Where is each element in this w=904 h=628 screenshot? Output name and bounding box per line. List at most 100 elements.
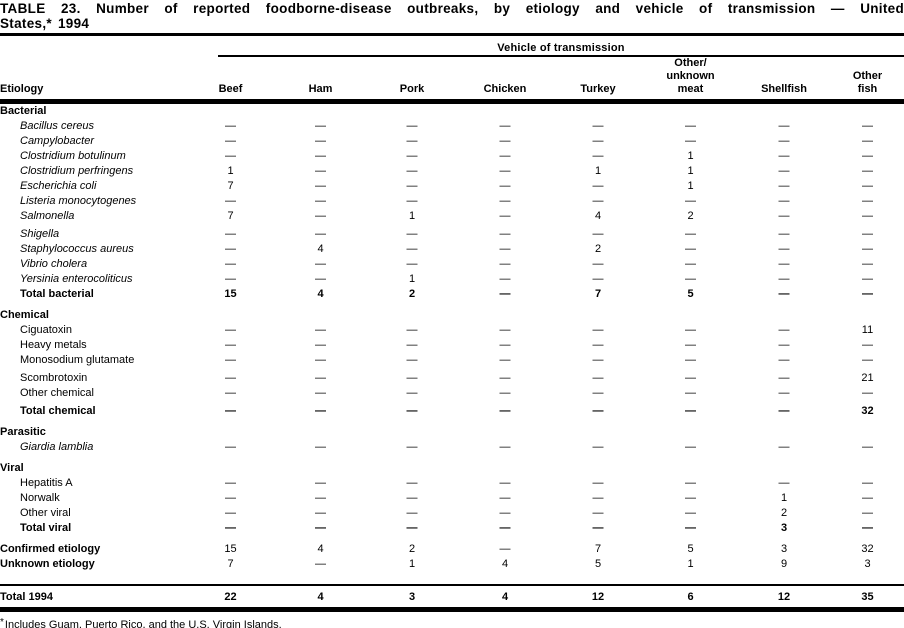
cell: — — [685, 243, 696, 255]
spanner-heading: Vehicle of transmission — [218, 42, 904, 57]
cell: — — [315, 150, 326, 162]
cell: — — [315, 180, 326, 192]
cell: — — [592, 477, 604, 489]
cell: — — [499, 243, 511, 255]
cell: — — [499, 522, 511, 534]
cell: — — [225, 441, 236, 453]
cell: 7 — [227, 210, 234, 222]
cell: — — [406, 354, 418, 366]
cell: — — [499, 372, 511, 384]
cell: — — [225, 273, 236, 285]
cell: — — [406, 405, 418, 417]
cell: — — [499, 324, 511, 336]
table-row: Ciguatoxin — — — — — — — 11 — [0, 323, 904, 338]
cell: — — [406, 165, 418, 177]
table-row: Escherichia coli 7 — — — — 1 — — — [0, 179, 904, 194]
cell: — — [406, 324, 418, 336]
cell: — — [225, 492, 236, 504]
cell: — — [592, 372, 604, 384]
cell: — — [406, 228, 418, 240]
cell: 1 — [687, 150, 694, 162]
spacer-row — [0, 572, 904, 585]
cell: — — [499, 150, 511, 162]
row-label: Clostridium perfringens — [20, 165, 134, 177]
cell: — — [315, 120, 326, 132]
cell: — — [315, 258, 326, 270]
row-label: Bacillus cereus — [20, 120, 94, 132]
table-body: Bacterial Bacillus cereus — — — — — — — — Campylob… — [0, 102, 904, 610]
cell: — — [862, 492, 873, 504]
row-label: Escherichia coli — [20, 180, 97, 192]
cell: — — [685, 354, 696, 366]
table-row: Vibrio cholera — — — — — — — — — [0, 257, 904, 272]
cell: — — [406, 387, 418, 399]
cell: — — [225, 387, 236, 399]
cell: 35 — [861, 591, 874, 603]
cell: — — [778, 150, 790, 162]
cell: 1 — [687, 165, 694, 177]
cell: — — [499, 288, 511, 300]
table-row: Unknown etiology 7 — 1 4 5 1 9 3 — [0, 557, 904, 572]
cell: 32 — [861, 543, 874, 555]
cell: 15 — [224, 288, 237, 300]
row-label: Campylobacter — [20, 135, 94, 147]
section-label: Parasitic — [0, 426, 46, 438]
cell: — — [406, 522, 418, 534]
cell: 1 — [227, 165, 234, 177]
row-label: Other chemical — [20, 387, 94, 399]
cell: — — [862, 165, 873, 177]
cell: — — [315, 339, 326, 351]
cell: — — [778, 180, 790, 192]
table-title-line1: TABLE 23. Number of reported foodborne-d… — [0, 1, 904, 16]
cell: 1 — [687, 558, 694, 570]
cell: 7 — [594, 543, 602, 555]
table-row: Listeria monocytogenes — — — — — — — — — [0, 194, 904, 209]
cell: — — [685, 228, 696, 240]
cell: — — [406, 120, 418, 132]
cell: 1 — [408, 558, 416, 570]
cell: — — [862, 273, 873, 285]
cell: 9 — [780, 558, 788, 570]
cell: — — [778, 441, 790, 453]
row-label: Hepatitis A — [20, 477, 73, 489]
cell: — — [592, 339, 604, 351]
cell: — — [225, 405, 236, 417]
cell: — — [778, 339, 790, 351]
row-label: Other viral — [20, 507, 71, 519]
row-label: Staphylococcus aureus — [20, 243, 134, 255]
column-header-row: Etiology Beef Ham Pork Chicken Turkey Other/u… — [0, 57, 904, 102]
cell: — — [592, 135, 604, 147]
cell: — — [315, 492, 326, 504]
cell: — — [225, 150, 236, 162]
cell: — — [315, 135, 326, 147]
cell: 1 — [408, 273, 416, 285]
cell: 4 — [317, 243, 324, 255]
row-label: Unknown etiology — [0, 558, 95, 570]
cell: 12 — [591, 591, 605, 603]
table-row: Giardia lamblia — — — — — — — — — [0, 440, 904, 455]
section-label: Bacterial — [0, 105, 47, 117]
table-row: Total viral — — — — — — 3 — — [0, 521, 904, 536]
cell: — — [592, 195, 604, 207]
table-row: Bacillus cereus — — — — — — — — — [0, 119, 904, 134]
cell: — — [499, 273, 511, 285]
cell: — — [225, 135, 236, 147]
cell: — — [499, 354, 511, 366]
cell: — — [685, 324, 696, 336]
cell: — — [592, 405, 604, 417]
cell: — — [592, 492, 604, 504]
cell: 5 — [687, 543, 694, 555]
cell: 1 — [780, 492, 788, 504]
table-row: Monosodium glutamate — — — — — — — — — [0, 353, 904, 368]
section-header-row: Chemical — [0, 308, 904, 323]
cell: — — [499, 543, 511, 555]
cell: — — [778, 372, 790, 384]
cell: — — [315, 441, 326, 453]
table-row: Confirmed etiology 15 4 2 — 7 5 3 32 — [0, 542, 904, 557]
row-label: Total viral — [20, 522, 72, 534]
cell: — — [315, 354, 326, 366]
cell: — — [862, 441, 873, 453]
cell: — — [315, 195, 326, 207]
cell: — — [499, 180, 511, 192]
